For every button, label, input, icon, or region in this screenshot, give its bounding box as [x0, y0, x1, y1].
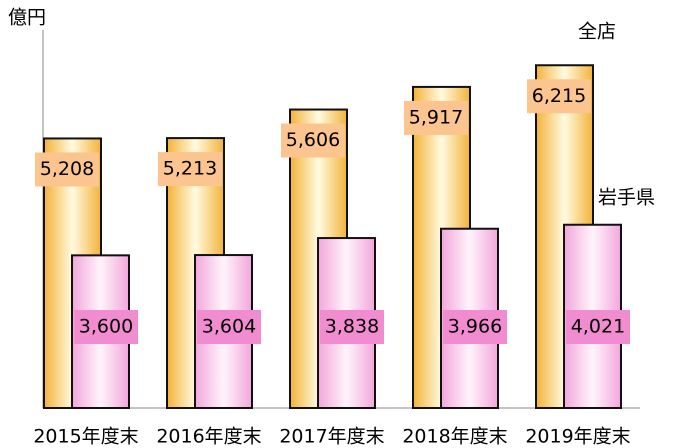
- x-tick-label: 2017年度末: [279, 426, 384, 448]
- value-label: 5,208: [40, 158, 94, 180]
- label-bg: [74, 310, 138, 344]
- label-bg: [527, 79, 591, 114]
- x-tick-label: 2015年度末: [33, 426, 138, 448]
- value-label: 3,966: [448, 316, 502, 338]
- unit-label: 億円: [8, 7, 46, 29]
- value-label: 4,021: [571, 316, 625, 338]
- x-tick-label: 2019年度末: [525, 426, 630, 448]
- value-label: 5,917: [409, 106, 463, 128]
- label-bg: [566, 310, 630, 344]
- x-tick-label: 2016年度末: [156, 426, 261, 448]
- value-label: 3,838: [325, 316, 379, 338]
- legend-label: 全店: [578, 21, 616, 43]
- label-bg: [443, 310, 507, 344]
- value-label: 3,600: [79, 316, 133, 338]
- legend-label: 岩手県: [598, 187, 655, 209]
- x-tick-label: 2018年度末: [402, 426, 507, 448]
- label-bg: [35, 152, 99, 187]
- value-label: 5,213: [163, 158, 217, 180]
- label-bg: [197, 310, 261, 344]
- value-label: 5,606: [286, 129, 340, 151]
- value-label: 3,604: [202, 316, 256, 338]
- label-bg: [158, 152, 222, 187]
- label-bg: [404, 100, 468, 135]
- label-bg: [281, 123, 345, 158]
- label-bg: [320, 310, 384, 344]
- value-label: 6,215: [532, 85, 586, 107]
